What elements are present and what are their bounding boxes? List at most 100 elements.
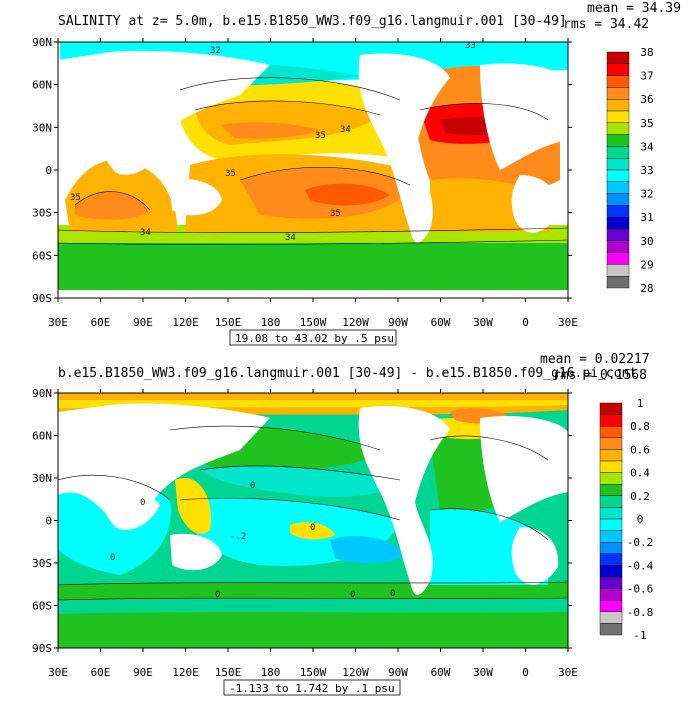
difference-mean: mean = 0.02217 bbox=[540, 352, 650, 367]
difference-colorbar-segment bbox=[599, 507, 623, 520]
difference-colorbar-segment bbox=[599, 426, 623, 439]
salinity-colorbar-segment bbox=[606, 63, 630, 76]
salinity-lat-label: 90N bbox=[32, 36, 52, 49]
salinity-axes: 90N 60N 30N 0 30S 60S 90S 30E 60E 90E 120E 150E 180 1… bbox=[32, 36, 578, 329]
difference-colorbar-label: 1 bbox=[637, 397, 644, 410]
salinity-colorbar-label: 30 bbox=[640, 235, 653, 248]
salinity-lon-label: 120E bbox=[172, 316, 199, 329]
difference-contour-label: 0 bbox=[215, 590, 220, 600]
difference-colorbar-segment bbox=[599, 495, 623, 508]
difference-contour-label: 0 bbox=[110, 553, 115, 563]
difference-lon-label: 180 bbox=[261, 666, 281, 679]
difference-colorbar-label: 0.4 bbox=[630, 467, 650, 480]
salinity-colorbar-segment bbox=[606, 98, 630, 112]
difference-colorbar-label: -0.6 bbox=[627, 583, 654, 596]
difference-lon-label: 120E bbox=[172, 666, 199, 679]
salinity-lon-label: 60W bbox=[431, 316, 451, 329]
difference-colorbar-segment bbox=[599, 449, 623, 462]
salinity-lon-label: 150E bbox=[215, 316, 242, 329]
salinity-colorbar-segment bbox=[606, 264, 630, 277]
salinity-colorbar-label: 32 bbox=[640, 188, 653, 201]
salinity-colorbar-segment bbox=[606, 87, 630, 100]
salinity-colorbar-segment bbox=[606, 51, 630, 65]
salinity-colorbar-segment bbox=[606, 157, 630, 171]
difference-contour-label: 0 bbox=[310, 523, 315, 533]
difference-lon-label: 120W bbox=[342, 666, 369, 679]
difference-contour-label: 0 bbox=[390, 589, 395, 599]
salinity-colorbar-segment bbox=[606, 181, 630, 194]
salinity-lon-label: 30W bbox=[473, 316, 493, 329]
salinity-lon-label: 30E bbox=[48, 316, 68, 329]
salinity-lat-label: 60S bbox=[32, 249, 52, 262]
difference-colorbar-segment bbox=[599, 576, 623, 589]
salinity-lon-label: 120W bbox=[342, 316, 369, 329]
difference-contour-label: 0 bbox=[250, 481, 255, 491]
difference-colorbar: 1 0.8 0.6 0.4 0.2 0 -0.2 -0.4 -0.6 -0.8 -1 bbox=[599, 397, 654, 642]
difference-lon-label: 30W bbox=[473, 666, 493, 679]
difference-colorbar-segment bbox=[599, 484, 623, 497]
salinity-colorbar-segment bbox=[606, 228, 630, 242]
salinity-mean: mean = 34.39 bbox=[587, 1, 681, 16]
salinity-colorbar-label: 35 bbox=[640, 117, 653, 130]
salinity-contour-label: 35 bbox=[70, 193, 81, 203]
difference-axes: 90N 60N 30N 0 30S 60S 90S 30E 60E 90E 120E 150E 180 1… bbox=[32, 387, 578, 679]
salinity-lat-label: 60N bbox=[32, 79, 52, 92]
salinity-range-box bbox=[229, 329, 397, 346]
salinity-range-text: 19.08 to 43.02 by .5 psu bbox=[235, 332, 394, 345]
difference-colorbar-label: 0.8 bbox=[630, 420, 650, 433]
difference-lat-label: 0 bbox=[45, 515, 52, 528]
salinity-colorbar-segment bbox=[606, 240, 630, 253]
salinity-lat-label: 0 bbox=[45, 164, 52, 177]
difference-colorbar-segment bbox=[599, 623, 623, 636]
salinity-contour-label: 34 bbox=[140, 228, 151, 238]
salinity-panel: SALINITY at z= 5.0m, b.e15.B1850_WW3.f09… bbox=[32, 1, 681, 346]
difference-rms: rms = 0.1568 bbox=[553, 368, 647, 383]
salinity-colorbar-segment bbox=[606, 193, 630, 206]
salinity-colorbar-label: 31 bbox=[640, 211, 653, 224]
difference-colorbar-label: -0.8 bbox=[627, 606, 654, 619]
salinity-lat-label: 90S bbox=[32, 292, 52, 305]
difference-panel: b.e15.B1850_WW3.f09_g16.langmuir.001 [30… bbox=[32, 352, 654, 696]
difference-lon-label: 30E bbox=[48, 666, 68, 679]
difference-lon-label: 0 bbox=[522, 666, 529, 679]
salinity-colorbar-segment bbox=[606, 216, 630, 230]
difference-range-text: -1.133 to 1.742 by .1 psu bbox=[229, 682, 395, 695]
difference-colorbar-segment bbox=[599, 565, 623, 578]
difference-lat-label: 90N bbox=[32, 387, 52, 400]
difference-colorbar-label: 0 bbox=[637, 513, 644, 526]
difference-colorbar-label: -1 bbox=[633, 629, 646, 642]
salinity-contour-label: 34 bbox=[285, 233, 296, 243]
salinity-colorbar-segment bbox=[606, 276, 630, 289]
salinity-colorbar-label: 29 bbox=[640, 258, 653, 271]
salinity-lon-label: 90E bbox=[133, 316, 153, 329]
difference-colorbar-segment bbox=[599, 600, 623, 613]
difference-colorbar-label: -0.2 bbox=[627, 536, 654, 549]
salinity-colorbar-label: 36 bbox=[640, 93, 653, 106]
difference-colorbar-segment bbox=[599, 414, 623, 427]
difference-colorbar-segment bbox=[599, 530, 623, 543]
salinity-contour-label: 34 bbox=[340, 125, 351, 135]
difference-colorbar-label: -0.4 bbox=[627, 559, 654, 572]
difference-colorbar-segment bbox=[599, 402, 623, 415]
difference-colorbar-segment bbox=[599, 611, 623, 624]
difference-contour-label: -.2 bbox=[230, 532, 246, 542]
difference-colorbar-segment bbox=[599, 460, 623, 473]
salinity-colorbar-segment bbox=[606, 205, 630, 218]
salinity-lat-label: 30S bbox=[32, 207, 52, 220]
salinity-colorbar-segment bbox=[606, 146, 630, 159]
salinity-contour-label: 33 bbox=[465, 41, 476, 51]
salinity-lon-label: 150W bbox=[300, 316, 327, 329]
salinity-colorbar-label: 34 bbox=[640, 140, 654, 153]
salinity-colorbar-segment bbox=[606, 134, 630, 147]
salinity-colorbar-segment bbox=[606, 110, 630, 124]
salinity-contour-label: 35 bbox=[225, 169, 236, 179]
difference-lon-label: 60W bbox=[431, 666, 451, 679]
salinity-rms: rms = 34.42 bbox=[563, 17, 649, 32]
difference-colorbar-segment bbox=[599, 588, 623, 601]
salinity-colorbar-label: 28 bbox=[640, 282, 653, 295]
difference-lat-label: 30N bbox=[32, 472, 52, 485]
difference-title: b.e15.B1850_WW3.f09_g16.langmuir.001 [30… bbox=[58, 366, 637, 381]
difference-colorbar-segment bbox=[599, 472, 623, 485]
difference-lon-label: 150E bbox=[215, 666, 242, 679]
